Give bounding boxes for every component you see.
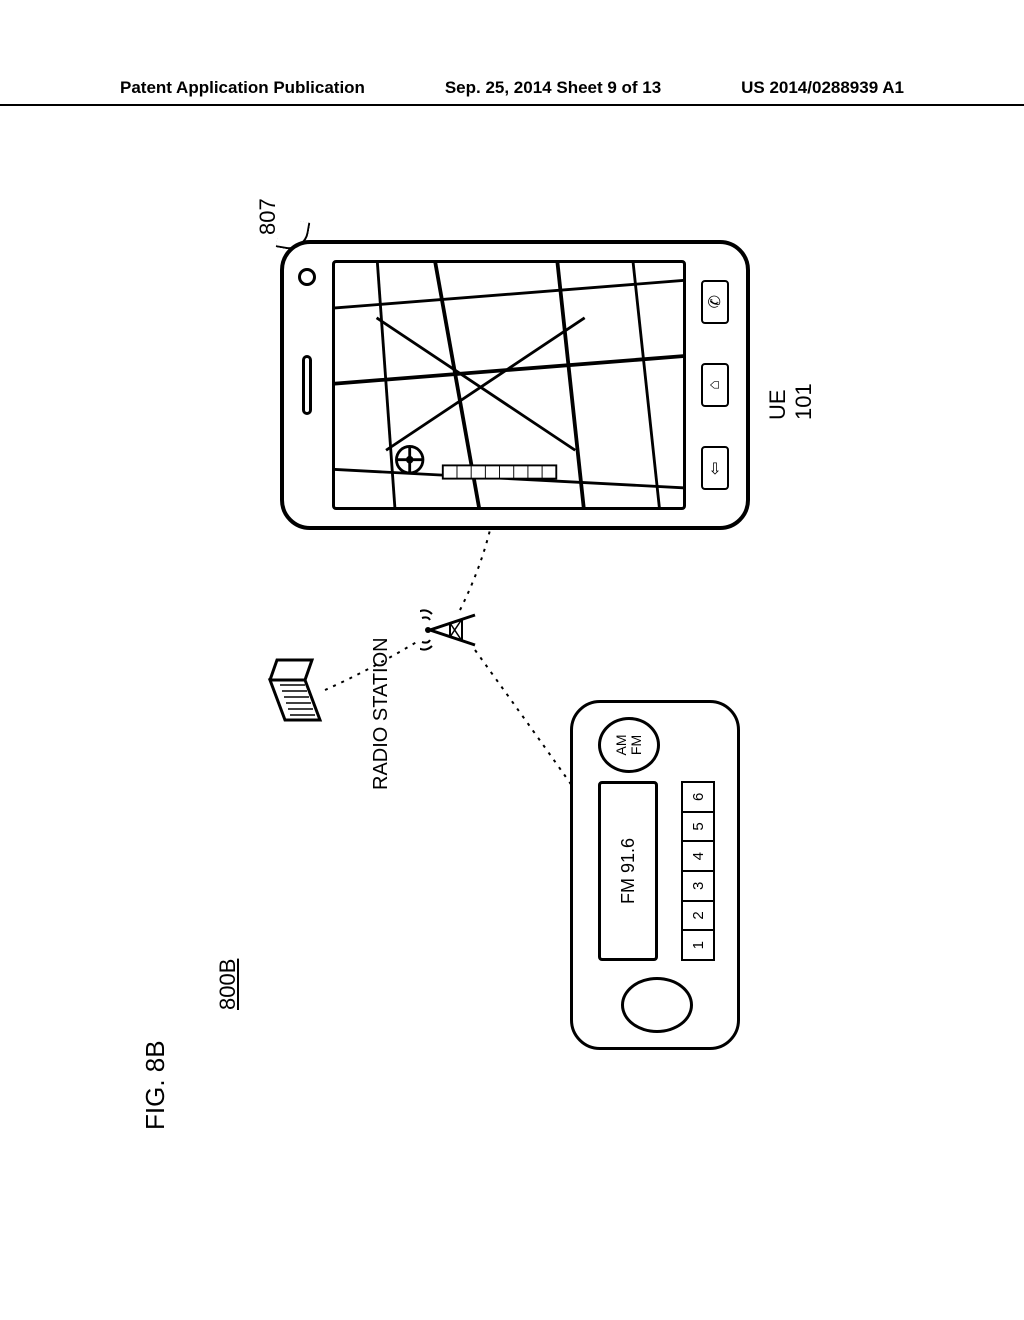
radio-knob[interactable]	[621, 977, 693, 1033]
preset-button[interactable]: 1	[683, 929, 713, 959]
phone-camera-icon	[298, 268, 316, 286]
figure-label: FIG. 8B	[140, 1040, 171, 1130]
preset-button[interactable]: 3	[683, 870, 713, 900]
preset-button[interactable]: 6	[683, 783, 713, 811]
header-middle: Sep. 25, 2014 Sheet 9 of 13	[445, 78, 661, 98]
smartphone-device: ⇦ ⌂ ✆	[280, 240, 750, 530]
preset-button[interactable]: 5	[683, 811, 713, 841]
map-view-icon	[335, 263, 683, 507]
back-button[interactable]: ⇦	[701, 446, 729, 490]
header-right: US 2014/0288939 A1	[741, 78, 904, 98]
car-radio-device: FM 91.6 AM FM 1 2 3 4 5 6	[570, 700, 740, 1050]
radio-display: FM 91.6	[598, 781, 658, 961]
amfm-fm-label: FM	[629, 735, 644, 755]
phone-navbar: ⇦ ⌂ ✆	[698, 260, 732, 510]
header-left: Patent Application Publication	[120, 78, 365, 98]
preset-button[interactable]: 4	[683, 840, 713, 870]
radio-presets: 1 2 3 4 5 6	[681, 781, 715, 961]
ue-label: UE 101	[765, 360, 817, 420]
radio-station-building-icon	[265, 655, 325, 725]
page: Patent Application Publication Sep. 25, …	[0, 0, 1024, 1320]
phone-screen[interactable]	[332, 260, 686, 510]
radio-station-label: RADIO STATION	[370, 637, 393, 790]
home-button[interactable]: ⌂	[701, 363, 729, 407]
call-button[interactable]: ✆	[701, 280, 729, 324]
diagram-figure: FIG. 8B 800B RADIO STATION	[120, 360, 1024, 1140]
antenna-tower-icon	[420, 600, 480, 660]
amfm-am-label: AM	[614, 735, 629, 756]
preset-button[interactable]: 2	[683, 900, 713, 930]
am-fm-toggle[interactable]: AM FM	[598, 717, 660, 773]
figure-ref: 800B	[215, 959, 241, 1010]
page-header: Patent Application Publication Sep. 25, …	[0, 78, 1024, 106]
phone-earpiece-icon	[302, 355, 312, 415]
leader-ref-807: 807	[255, 198, 281, 235]
